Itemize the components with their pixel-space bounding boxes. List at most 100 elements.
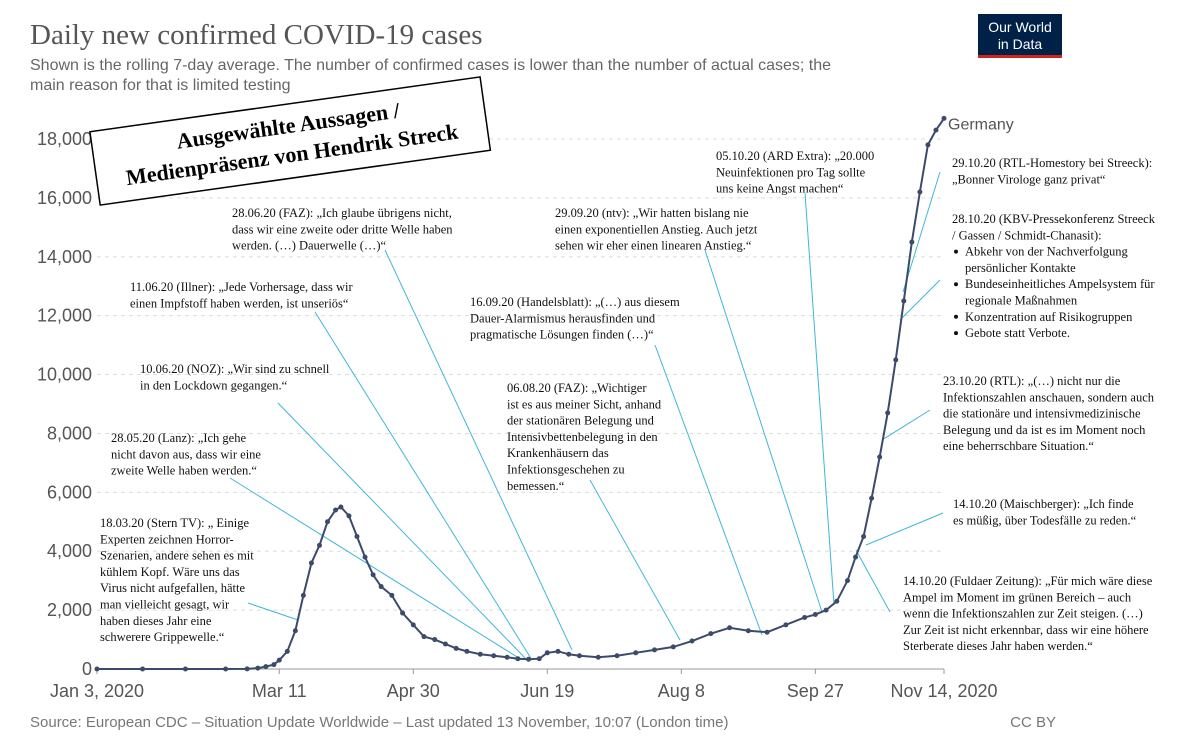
logo-box (978, 14, 1062, 58)
y-tick-label: 12,000 (37, 306, 92, 326)
annotation-text: zweite Welle haben werden.“ (111, 464, 257, 478)
data-point (727, 625, 733, 631)
annotation-text: uns keine Angst machen“ (716, 182, 844, 196)
legend-label: Germany (948, 116, 1014, 133)
annotation-text: persönlicher Kontakte (965, 261, 1076, 275)
annotation-text: ist es aus meiner Sicht, anhand (507, 397, 662, 411)
x-tick-label: Nov 14, 2020 (890, 681, 997, 701)
annotation-text: schwerere Grippewelle.“ (100, 630, 225, 644)
data-point (853, 554, 859, 560)
data-point (346, 513, 352, 519)
annotation-text: Belegung und da ist es im Moment noch (943, 423, 1146, 437)
annotation-text: der stationären Belegung und (507, 414, 655, 428)
data-point (400, 610, 406, 616)
data-point (515, 656, 521, 662)
data-point (869, 495, 875, 501)
data-point (389, 592, 395, 598)
y-tick-label: 14,000 (37, 247, 92, 267)
annotation-text: pragmatische Lösungen finden (…)“ (470, 328, 654, 342)
data-point (223, 666, 229, 672)
bullet (954, 249, 958, 254)
grid: 0 2,000 4,000 6,000 8,000 10,000 12,000 14,000 1… (37, 129, 998, 701)
leader-line (865, 512, 944, 546)
data-point (909, 239, 915, 245)
annotation-text: Experten zeichnen Horror- (100, 532, 234, 546)
data-point (421, 634, 427, 640)
leader-line (804, 192, 835, 606)
data-point (901, 298, 907, 304)
data-point (271, 662, 277, 668)
data-point (477, 651, 483, 657)
annotation-text: Ampel im Moment im grünen Bereich – auch (903, 590, 1132, 604)
data-point (442, 641, 448, 647)
plot: Germany (94, 115, 1014, 672)
annotation-text: Szenarien, andere sehen es mit (100, 549, 254, 563)
annotation-text: 28.06.20 (FAZ): „Ich glaube übrigens nic… (232, 206, 452, 220)
annotation-text: kühlem Kopf. Wäre uns das (100, 565, 240, 579)
annotation-text: dass wir eine zweite oder dritte Welle h… (232, 222, 453, 236)
data-point (555, 648, 561, 654)
annotation-text: 14.10.20 (Maischberger): „Ich finde (953, 497, 1134, 511)
y-tick-label: 0 (82, 659, 92, 679)
data-point (410, 622, 416, 628)
annotation-text: die stationäre und intensivmedizinische (943, 407, 1141, 421)
annotation-text: Dauer-Alarmismus herausfinden und (470, 311, 656, 325)
data-point (764, 629, 770, 635)
data-point (783, 622, 789, 628)
annotation-text: 29.10.20 (RTL-Homestory bei Streeck): (952, 156, 1152, 170)
y-tick-label: 18,000 (37, 129, 92, 149)
data-point (595, 654, 601, 660)
annotation-text: Sterberate dieses Jahr haben werden.“ (903, 639, 1093, 653)
data-point (536, 656, 542, 662)
data-point (614, 653, 620, 659)
x-tick-label: Jan 3, 2020 (50, 681, 144, 701)
y-tick-label: 8,000 (47, 423, 92, 443)
data-point (464, 648, 470, 654)
annotation-text: werden. (…) Dauerwelle (…)“ (232, 239, 387, 253)
annotation-text: eine beherrschbare Situation.“ (943, 439, 1094, 453)
logo-text: Our World (988, 19, 1052, 35)
leader-line (277, 402, 528, 661)
annotation-text: Krankenhäusern das (507, 446, 609, 460)
data-point (354, 534, 360, 539)
y-tick-label: 4,000 (47, 541, 92, 561)
logo: Our World in Data (978, 14, 1062, 58)
annotation-text: 06.08.20 (FAZ): „Wichtiger (507, 381, 647, 395)
annotation-text: 28.05.20 (Lanz): „Ich gehe (111, 431, 246, 445)
data-point (338, 504, 344, 510)
leader-line (855, 549, 891, 613)
leader-line (902, 171, 941, 293)
annotation-text: Gebote statt Verbote. (965, 326, 1070, 340)
annotation-text: Zur Zeit ist nicht erkennbar, dass wir e… (903, 623, 1149, 637)
annotation-text: Konzentration auf Risikogruppen (965, 310, 1133, 324)
series-line (97, 117, 945, 670)
license: CC BY (1010, 714, 1056, 731)
data-point (432, 637, 438, 643)
data-point (670, 644, 676, 650)
annotation-text: 11.06.20 (Illner): „Jede Vorhersage, das… (130, 280, 353, 294)
data-point (689, 638, 695, 644)
data-point (491, 653, 497, 659)
annotations: 18.03.20 (Stern TV): „ Einige Experten ze… (100, 149, 1156, 653)
leader-line (881, 409, 931, 441)
annotation-text: einen exponentiellen Anstieg. Auch jetzt (555, 222, 758, 236)
annotation-text: 14.10.20 (Fuldaer Zeitung): „Für mich wä… (903, 574, 1153, 588)
data-point (276, 657, 282, 663)
annotation-text: bemessen.“ (507, 479, 565, 493)
x-tick-label: Sep 27 (787, 681, 844, 701)
data-point (378, 584, 384, 590)
data-point (370, 572, 376, 578)
annotation-text: Neuinfektionen pro Tag sollte (716, 165, 866, 179)
annotation-text: einen Impfstoff haben werden, ist unseri… (130, 296, 349, 310)
annotation-text: 05.10.20 (ARD Extra): „20.000 (716, 149, 874, 163)
annotation-text: in den Lockdown gegangen.“ (140, 378, 288, 392)
leader-lines (229, 171, 944, 661)
data-point (453, 645, 459, 651)
data-point (333, 507, 339, 513)
leader-line (229, 477, 523, 661)
logo-bar (978, 55, 1062, 58)
data-point (362, 554, 368, 560)
annotation-text: 23.10.20 (RTL): „(…) nicht nur die (943, 374, 1121, 388)
annotation-text: es müßig, über Todesfälle zu reden.“ (953, 513, 1137, 527)
